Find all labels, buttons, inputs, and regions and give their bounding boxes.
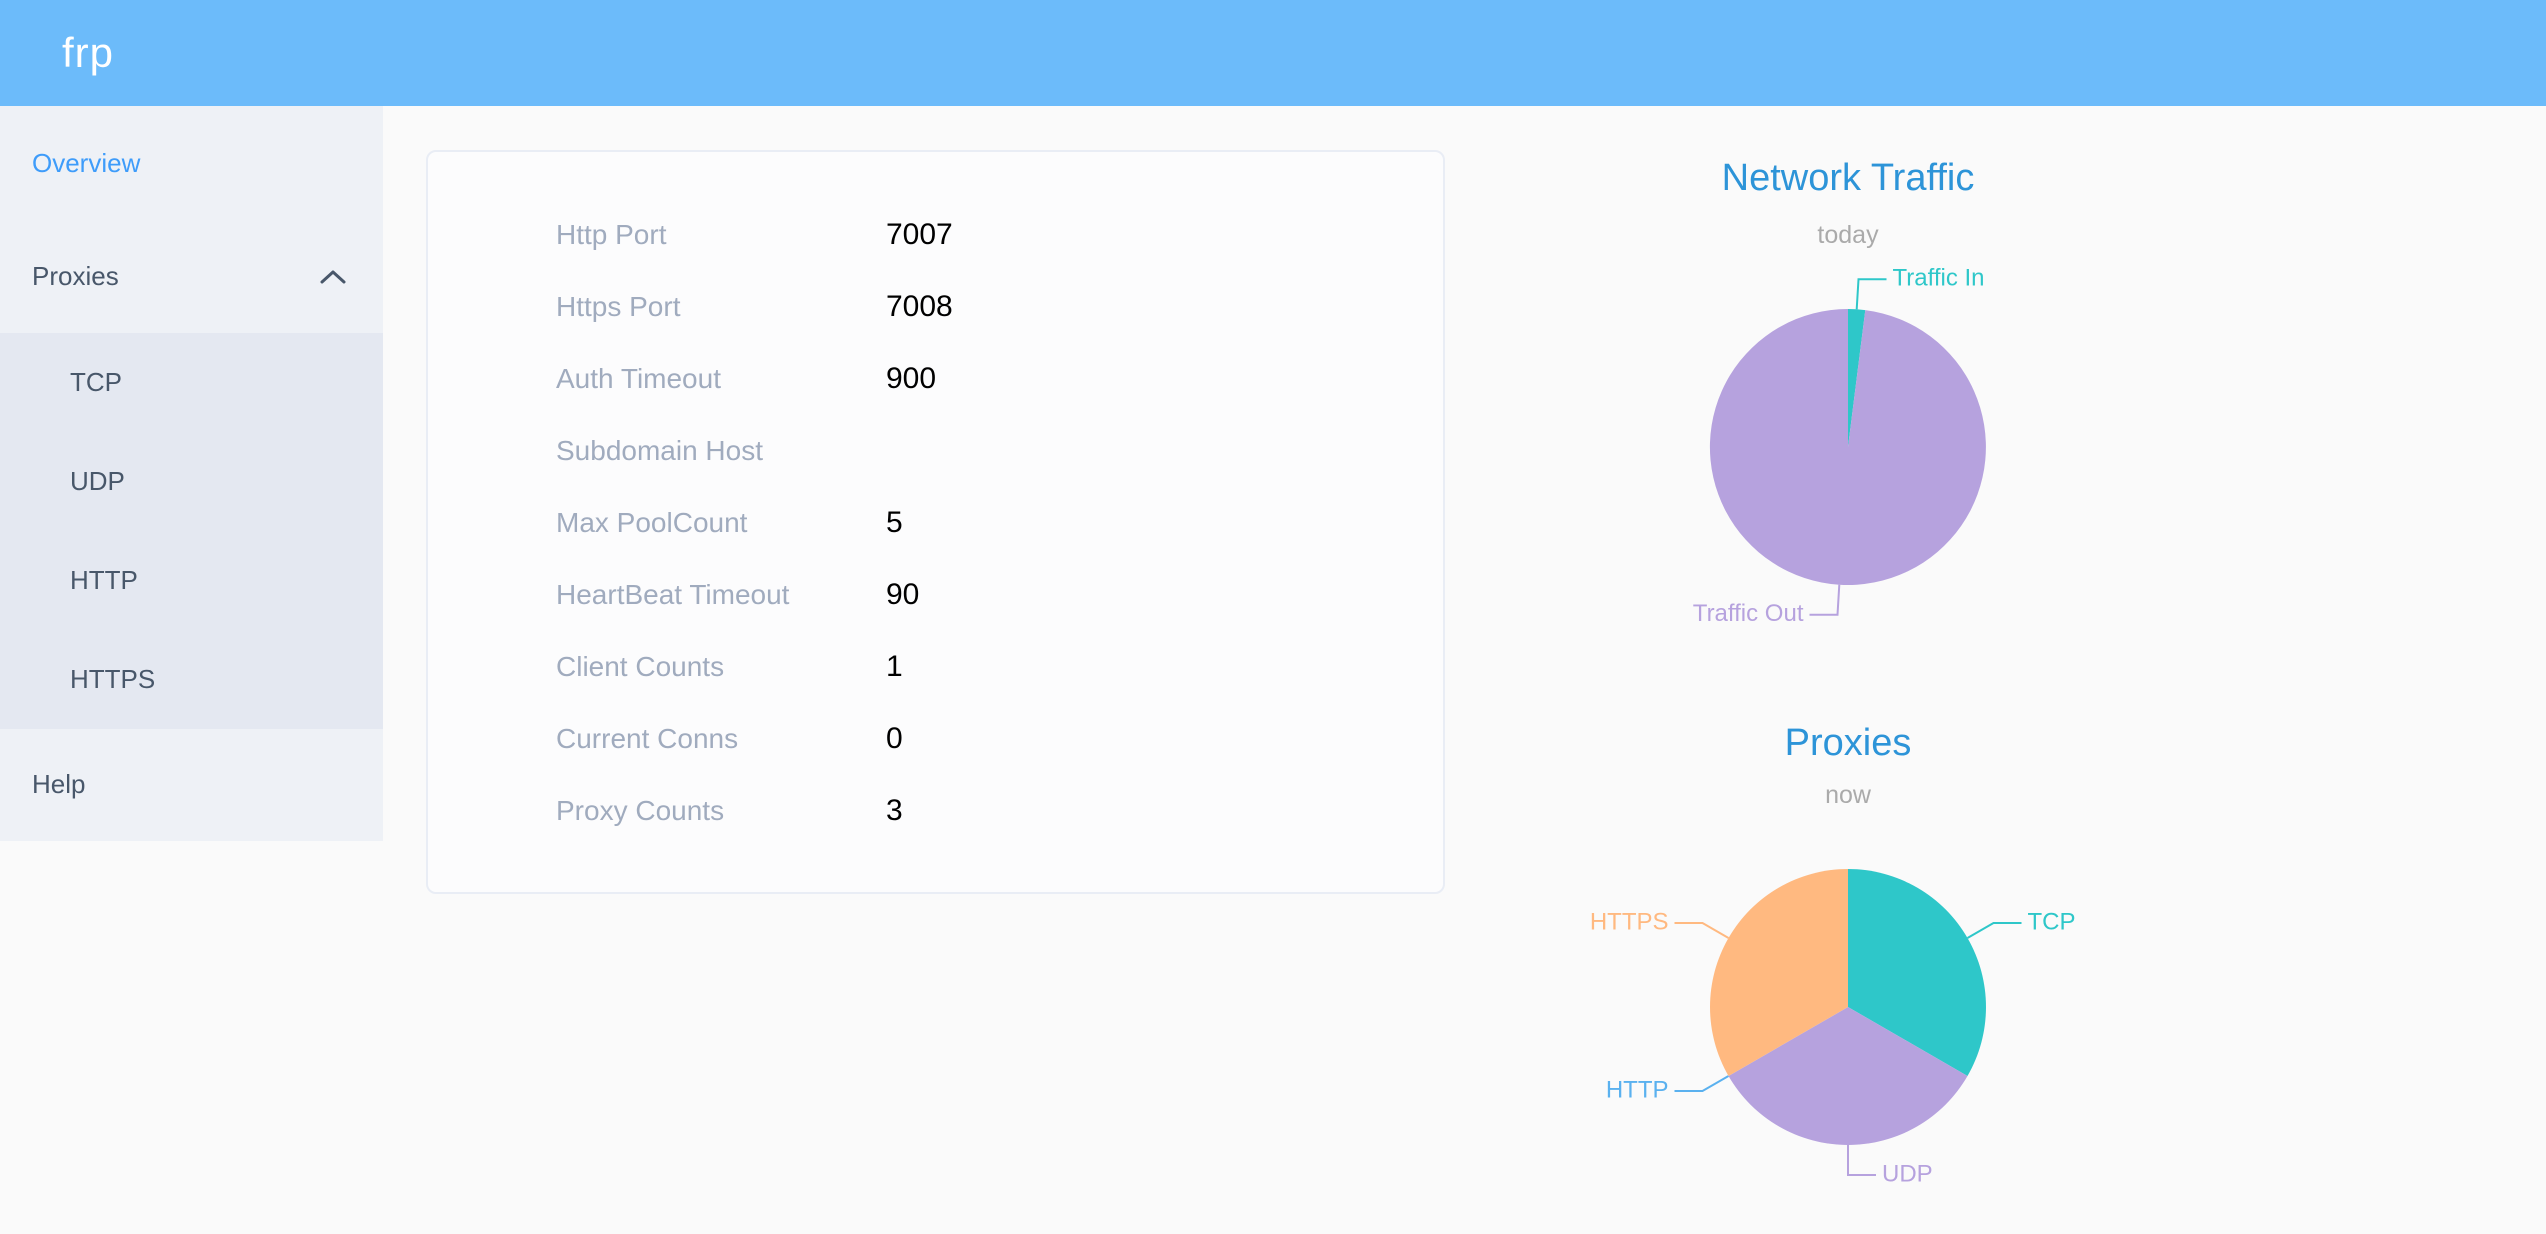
info-value: 3 xyxy=(886,794,903,827)
pie-slice-traffic-in[interactable] xyxy=(1848,309,1866,447)
network-traffic-pie: Traffic In Traffic Out xyxy=(1693,265,1986,627)
sidebar-item-http[interactable]: HTTP xyxy=(0,531,383,630)
network-traffic-subtitle: today xyxy=(1817,221,1879,249)
pie-slice-traffic-out[interactable] xyxy=(1709,309,1986,585)
pie-label-http: HTTP xyxy=(1606,1076,1669,1103)
pie-label-traffic-out: Traffic Out xyxy=(1693,600,1804,627)
pie-labelline-http xyxy=(1674,1075,1729,1092)
pie-label-udp: UDP xyxy=(1882,1160,1933,1187)
sidebar-item-label: Help xyxy=(32,768,86,799)
info-label: Max PoolCount xyxy=(556,507,748,538)
table-row: Client Counts 1 xyxy=(428,631,1443,703)
info-label: Subdomain Host xyxy=(556,435,764,466)
info-label: HeartBeat Timeout xyxy=(556,579,790,610)
info-label: Auth Timeout xyxy=(556,363,721,394)
info-label: Client Counts xyxy=(556,651,725,682)
info-value: 0 xyxy=(886,722,903,755)
table-row: Max PoolCount 5 xyxy=(428,487,1443,559)
table-row: Subdomain Host xyxy=(428,415,1443,487)
sidebar-item-https[interactable]: HTTPS xyxy=(0,630,383,729)
sidebar-item-help[interactable]: Help xyxy=(0,729,383,839)
proxies-pie: TCP UDP HTTP HTTPS xyxy=(1590,869,2076,1187)
pie-slice-tcp[interactable] xyxy=(1848,869,1986,1076)
table-row: Http Port 7007 xyxy=(428,199,1443,271)
sidebar: Overview Proxies TCP UDP HTTP HTTPS Help xyxy=(0,106,383,841)
table-row: Auth Timeout 900 xyxy=(428,343,1443,415)
pie-label-traffic-in: Traffic In xyxy=(1893,265,1985,292)
chevron-up-icon xyxy=(320,270,346,283)
info-value: 1 xyxy=(886,650,903,683)
table-row: Current Conns 0 xyxy=(428,703,1443,775)
network-traffic-title: Network Traffic xyxy=(1721,157,1975,199)
table-row: Proxy Counts 3 xyxy=(428,775,1443,847)
pie-label-https: HTTPS xyxy=(1590,908,1669,935)
proxies-title: Proxies xyxy=(1784,722,1912,764)
info-value: 7008 xyxy=(886,290,953,323)
pie-labelline-traffic-out xyxy=(1809,584,1841,616)
sidebar-item-label: HTTP xyxy=(70,565,138,595)
pie-slice-udp[interactable] xyxy=(1728,1007,1968,1145)
sidebar-item-proxies[interactable]: Proxies xyxy=(0,220,383,333)
info-label: Http Port xyxy=(556,219,667,250)
sidebar-item-label: Overview xyxy=(32,147,141,178)
pie-labelline-udp xyxy=(1847,1145,1876,1176)
info-label: Current Conns xyxy=(556,723,739,754)
server-info-table: Http Port 7007 Https Port 7008 Auth Timeout 9… xyxy=(428,199,1443,847)
app-header: frp xyxy=(0,0,2546,106)
sidebar-item-label: Proxies xyxy=(32,261,119,291)
sidebar-item-udp[interactable]: UDP xyxy=(0,432,383,531)
info-value: 900 xyxy=(886,362,937,395)
pie-label-tcp: TCP xyxy=(2028,908,2076,935)
pie-labelline-https xyxy=(1674,922,1729,939)
sidebar-item-label: HTTPS xyxy=(70,664,156,694)
proxies-submenu: TCP UDP HTTP HTTPS xyxy=(0,333,383,729)
sidebar-item-tcp[interactable]: TCP xyxy=(0,333,383,432)
server-info-card: Http Port 7007 Https Port 7008 Auth Timeout 9… xyxy=(426,150,1445,894)
pie-slice-https[interactable] xyxy=(1710,869,1848,1076)
pie-labelline-tcp xyxy=(1967,922,2022,939)
info-value: 90 xyxy=(886,578,920,611)
info-label: Https Port xyxy=(556,291,681,322)
frp-logo: frp xyxy=(62,29,115,76)
info-value: 7007 xyxy=(886,218,953,251)
table-row: Https Port 7008 xyxy=(428,271,1443,343)
proxies-subtitle: now xyxy=(1825,781,1871,809)
info-label: Proxy Counts xyxy=(556,795,725,826)
info-value: 5 xyxy=(886,506,903,539)
pie-labelline-traffic-in xyxy=(1855,278,1887,310)
sidebar-item-label: UDP xyxy=(70,466,125,496)
sidebar-item-label: TCP xyxy=(70,367,122,397)
sidebar-item-overview[interactable]: Overview xyxy=(0,106,383,220)
table-row: HeartBeat Timeout 90 xyxy=(428,559,1443,631)
